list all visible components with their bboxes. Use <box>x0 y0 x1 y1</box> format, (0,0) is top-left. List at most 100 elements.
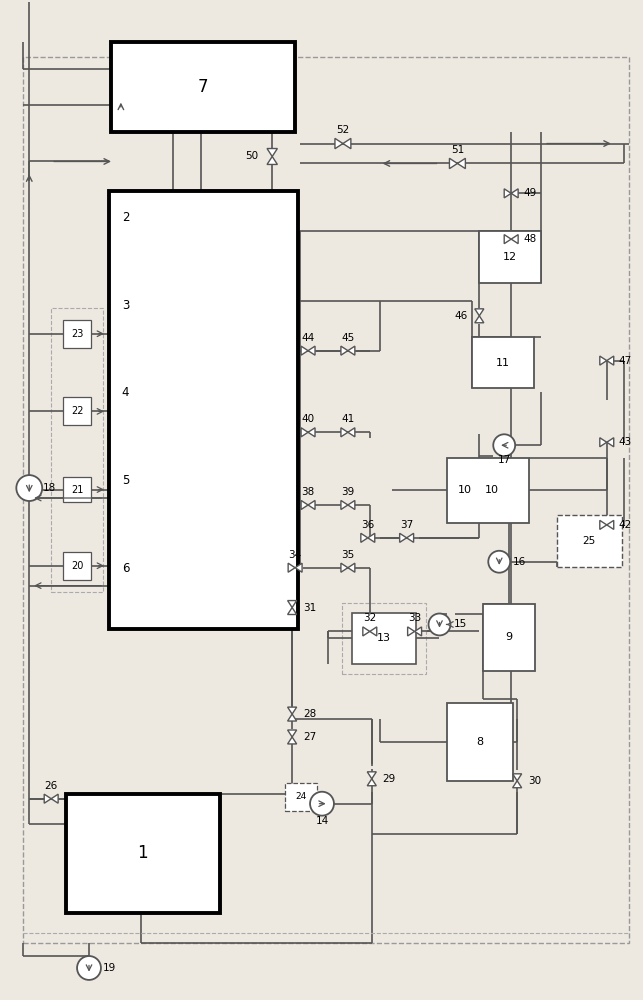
Bar <box>109 191 298 629</box>
Polygon shape <box>287 601 296 608</box>
Bar <box>285 783 317 811</box>
Text: 12: 12 <box>503 252 517 262</box>
Polygon shape <box>51 794 58 803</box>
Bar <box>63 552 91 580</box>
Polygon shape <box>367 779 376 786</box>
Polygon shape <box>301 346 308 355</box>
Text: 26: 26 <box>44 781 58 791</box>
Text: 50: 50 <box>245 151 258 161</box>
Text: 10: 10 <box>457 485 471 495</box>
Text: 20: 20 <box>71 561 83 571</box>
Polygon shape <box>600 356 607 365</box>
Polygon shape <box>348 346 355 355</box>
Text: 13: 13 <box>377 633 391 643</box>
Polygon shape <box>607 356 613 365</box>
Polygon shape <box>301 428 308 437</box>
Polygon shape <box>504 189 511 198</box>
Text: 4: 4 <box>122 386 129 399</box>
Polygon shape <box>475 316 484 323</box>
Polygon shape <box>367 772 376 779</box>
Polygon shape <box>504 235 511 244</box>
Bar <box>557 515 622 567</box>
Bar <box>448 703 513 781</box>
Text: 2: 2 <box>122 211 129 224</box>
Text: 42: 42 <box>619 520 632 530</box>
Polygon shape <box>44 794 51 803</box>
Text: 41: 41 <box>341 414 354 424</box>
Polygon shape <box>308 346 315 355</box>
Text: 44: 44 <box>302 333 314 343</box>
Text: 10: 10 <box>485 485 499 495</box>
Circle shape <box>488 551 510 573</box>
Polygon shape <box>408 627 415 636</box>
Polygon shape <box>335 138 343 149</box>
Text: 45: 45 <box>341 333 354 343</box>
Text: 48: 48 <box>523 234 536 244</box>
Polygon shape <box>370 627 377 636</box>
Polygon shape <box>512 781 521 788</box>
Text: 22: 22 <box>71 406 84 416</box>
Polygon shape <box>348 428 355 437</box>
Polygon shape <box>607 438 613 447</box>
Text: 37: 37 <box>400 520 413 530</box>
Text: 15: 15 <box>453 619 467 629</box>
Polygon shape <box>361 533 368 542</box>
Text: 38: 38 <box>302 487 314 497</box>
Text: 23: 23 <box>71 329 83 339</box>
Text: 43: 43 <box>619 437 632 447</box>
Text: 24: 24 <box>296 792 307 801</box>
Text: 6: 6 <box>122 562 129 575</box>
Text: 27: 27 <box>303 732 316 742</box>
Polygon shape <box>341 346 348 355</box>
Polygon shape <box>287 707 296 714</box>
Text: 19: 19 <box>103 963 116 973</box>
Polygon shape <box>288 563 295 572</box>
Polygon shape <box>406 533 413 542</box>
Polygon shape <box>295 563 302 572</box>
Bar <box>51 308 103 592</box>
Polygon shape <box>287 730 296 737</box>
Circle shape <box>310 792 334 816</box>
Text: 33: 33 <box>408 613 421 623</box>
Text: 17: 17 <box>498 455 511 465</box>
Bar <box>111 42 295 132</box>
Polygon shape <box>512 774 521 781</box>
Circle shape <box>16 475 42 501</box>
Bar <box>352 613 415 664</box>
Text: 32: 32 <box>363 613 376 623</box>
Text: 7: 7 <box>197 78 208 96</box>
Text: 21: 21 <box>71 485 83 495</box>
Text: 52: 52 <box>336 125 350 135</box>
Circle shape <box>77 956 101 980</box>
Circle shape <box>493 434 515 456</box>
Polygon shape <box>368 533 375 542</box>
Bar <box>479 231 541 283</box>
Polygon shape <box>287 714 296 721</box>
Text: 28: 28 <box>303 709 316 719</box>
Polygon shape <box>287 737 296 744</box>
Bar <box>448 458 529 523</box>
Text: 35: 35 <box>341 550 354 560</box>
Polygon shape <box>341 563 348 572</box>
Polygon shape <box>600 520 607 529</box>
Polygon shape <box>301 500 308 510</box>
Text: 30: 30 <box>528 776 541 786</box>
Text: 14: 14 <box>315 816 329 826</box>
Bar <box>342 603 426 674</box>
Polygon shape <box>363 627 370 636</box>
Text: 40: 40 <box>302 414 314 424</box>
Polygon shape <box>348 563 355 572</box>
Text: 1: 1 <box>138 844 148 862</box>
Text: 16: 16 <box>513 557 527 567</box>
Polygon shape <box>348 500 355 510</box>
Bar <box>473 337 534 388</box>
Polygon shape <box>449 158 457 169</box>
Polygon shape <box>600 438 607 447</box>
Polygon shape <box>511 235 518 244</box>
Text: 29: 29 <box>383 774 396 784</box>
Polygon shape <box>607 520 613 529</box>
Polygon shape <box>343 138 351 149</box>
Text: 46: 46 <box>454 311 467 321</box>
Circle shape <box>428 614 451 635</box>
Polygon shape <box>475 309 484 316</box>
